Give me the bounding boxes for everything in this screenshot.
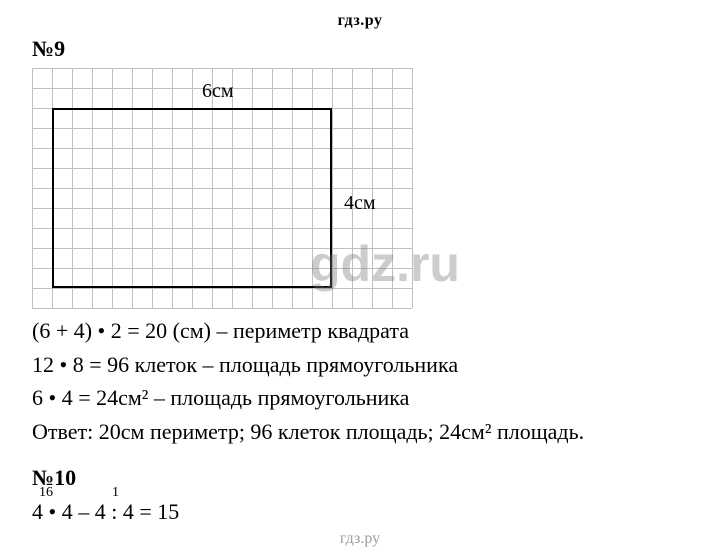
expression-text: 4 • 4 – 4 : 4 = 15	[32, 499, 179, 524]
solution-line-3: 6 • 4 = 24см² – площадь прямоугольника	[32, 383, 688, 413]
site-footer: гдз.ру	[32, 530, 688, 548]
problem-9-title: №9	[32, 36, 688, 62]
solution-line-1: (6 + 4) • 2 = 20 (см) – периметр квадрат…	[32, 316, 688, 346]
solution-line-2: 12 • 8 = 96 клеток – площадь прямоугольн…	[32, 350, 688, 380]
dimension-right: 4см	[344, 192, 376, 215]
dimension-top: 6см	[202, 80, 234, 103]
overnum-a: 16	[39, 484, 53, 503]
problem-10-expression: 16 1 4 • 4 – 4 : 4 = 15	[32, 497, 688, 527]
overnum-b: 1	[112, 484, 119, 503]
rectangle-shape	[52, 108, 332, 288]
problem-10-title: №10	[32, 465, 688, 491]
grid-figure: 6см 4см	[32, 68, 412, 308]
site-header: гдз.ру	[32, 12, 688, 30]
solution-line-4: Ответ: 20см периметр; 96 клеток площадь;…	[32, 417, 688, 447]
